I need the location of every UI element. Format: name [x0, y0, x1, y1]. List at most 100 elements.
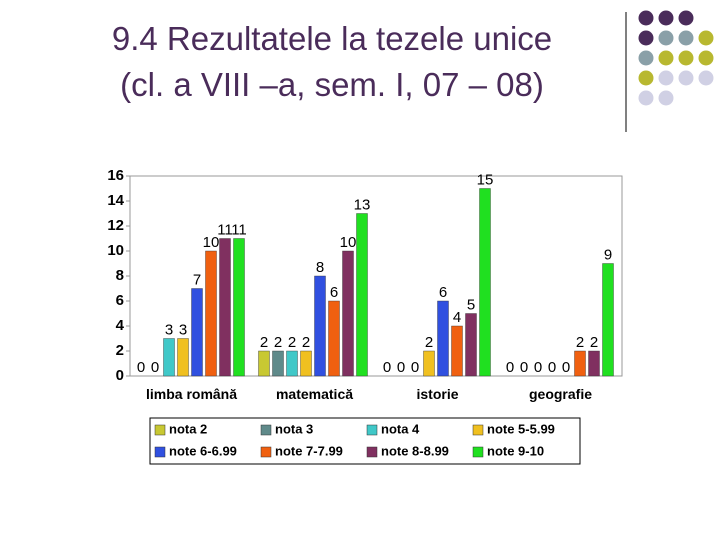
value-label: 10 — [340, 234, 357, 251]
y-tick-label: 12 — [107, 217, 124, 234]
x-tick-label: istorie — [416, 386, 458, 402]
bar — [465, 313, 477, 377]
legend-label: note 9-10 — [487, 443, 544, 458]
legend-label: nota 4 — [381, 421, 420, 436]
dot — [638, 70, 654, 86]
y-tick-label: 4 — [116, 317, 125, 334]
legend-swatch — [154, 424, 166, 436]
plot-area — [129, 175, 623, 377]
value-label: 11 — [217, 222, 233, 239]
legend-swatch — [472, 424, 484, 436]
bar — [314, 275, 326, 377]
y-tick-label: 0 — [116, 367, 124, 384]
bar — [233, 238, 245, 377]
dot — [678, 70, 694, 86]
legend-label: note 8-8.99 — [381, 443, 449, 458]
value-label: 0 — [548, 359, 556, 376]
legend-label: note 5-5.99 — [487, 421, 555, 436]
dot — [698, 30, 714, 46]
value-label: 9 — [604, 247, 612, 264]
dot — [658, 90, 674, 106]
bar — [163, 338, 175, 377]
dot — [658, 30, 674, 46]
bar — [356, 213, 368, 377]
value-label: 0 — [137, 359, 145, 376]
value-label: 15 — [477, 172, 494, 189]
value-label: 7 — [193, 272, 201, 289]
value-label: 3 — [165, 322, 173, 339]
bar — [574, 350, 586, 377]
bar — [479, 188, 491, 377]
legend-swatch — [472, 446, 484, 458]
value-label: 0 — [520, 359, 528, 376]
value-label: 6 — [439, 284, 447, 301]
x-tick-label: matematică — [276, 386, 353, 402]
value-label: 0 — [506, 359, 514, 376]
bar — [300, 350, 312, 377]
y-tick-label: 2 — [116, 342, 124, 359]
value-label: 0 — [397, 359, 405, 376]
bar — [423, 350, 435, 377]
dot — [678, 50, 694, 66]
legend — [149, 417, 581, 465]
bar — [258, 350, 270, 377]
value-label: 2 — [576, 334, 584, 351]
y-tick-label: 14 — [107, 192, 124, 209]
x-tick-label: geografie — [529, 386, 592, 402]
legend-label: note 6-6.99 — [169, 443, 237, 458]
value-label: 0 — [383, 359, 391, 376]
bar — [286, 350, 298, 377]
bar — [205, 250, 217, 377]
legend-label: nota 3 — [275, 421, 313, 436]
value-label: 8 — [316, 259, 324, 276]
bar — [588, 350, 600, 377]
value-label: 5 — [467, 297, 475, 314]
y-tick-label: 6 — [116, 292, 124, 309]
bar — [328, 300, 340, 377]
title-line: (cl. a VIII –a, sem. I, 07 – 08) — [120, 66, 544, 103]
value-label: 6 — [330, 284, 338, 301]
value-label: 2 — [302, 334, 310, 351]
value-label: 0 — [562, 359, 570, 376]
value-label: 2 — [590, 334, 598, 351]
value-label: 2 — [274, 334, 282, 351]
bar — [272, 350, 284, 377]
y-tick-label: 10 — [107, 242, 124, 259]
y-tick-label: 16 — [107, 167, 124, 184]
x-tick-label: limba română — [146, 386, 237, 402]
dot — [638, 30, 654, 46]
dot — [658, 10, 674, 26]
legend-label: nota 2 — [169, 421, 207, 436]
value-label: 0 — [411, 359, 419, 376]
bar — [177, 338, 189, 377]
bar — [602, 263, 614, 377]
value-label: 3 — [179, 322, 187, 339]
dot — [658, 50, 674, 66]
bar — [342, 250, 354, 377]
legend-swatch — [260, 446, 272, 458]
legend-swatch — [366, 446, 378, 458]
bar — [437, 300, 449, 377]
value-label: 0 — [534, 359, 542, 376]
value-label: 4 — [453, 309, 461, 326]
legend-swatch — [260, 424, 272, 436]
legend-swatch — [154, 446, 166, 458]
bar — [219, 238, 231, 377]
bar — [451, 325, 463, 377]
dot — [658, 70, 674, 86]
dot — [638, 50, 654, 66]
value-label: 2 — [425, 334, 433, 351]
value-label: 13 — [354, 197, 371, 214]
title-line: 9.4 Rezultatele la tezele unice — [112, 20, 552, 57]
dot — [638, 10, 654, 26]
legend-swatch — [366, 424, 378, 436]
dot — [698, 70, 714, 86]
bar — [191, 288, 203, 377]
value-label: 2 — [288, 334, 296, 351]
legend-label: note 7-7.99 — [275, 443, 343, 458]
dot — [678, 30, 694, 46]
value-label: 2 — [260, 334, 268, 351]
value-label: 10 — [203, 234, 220, 251]
dot — [698, 50, 714, 66]
